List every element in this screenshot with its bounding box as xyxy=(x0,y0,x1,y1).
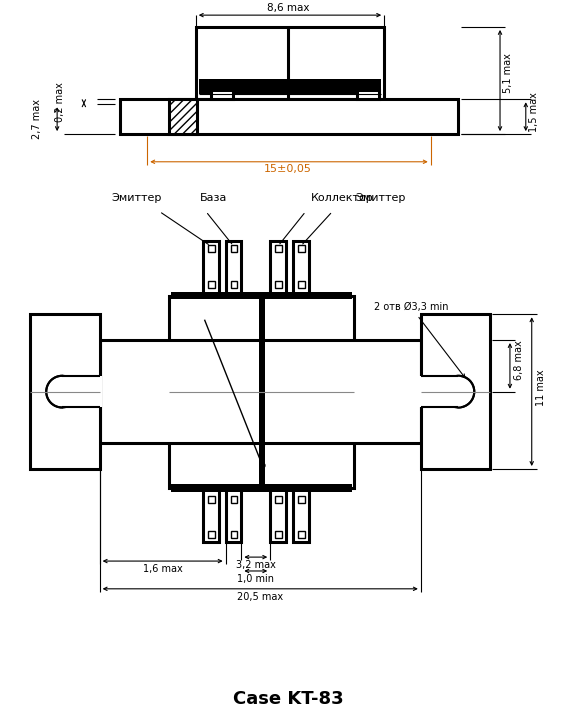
Bar xyxy=(259,295,265,487)
Bar xyxy=(203,487,218,542)
Text: 2,7 max: 2,7 max xyxy=(32,99,43,139)
Bar xyxy=(120,99,458,134)
Bar xyxy=(99,340,421,444)
Bar xyxy=(270,241,286,295)
Bar xyxy=(200,81,221,91)
Bar xyxy=(293,487,309,542)
Text: 11 max: 11 max xyxy=(536,369,546,406)
Bar xyxy=(270,487,286,542)
Bar xyxy=(298,531,305,539)
Bar xyxy=(208,531,214,539)
Bar xyxy=(210,91,232,99)
Bar xyxy=(208,495,214,503)
Text: 2 отв Ø3,3 min: 2 отв Ø3,3 min xyxy=(374,302,465,377)
Text: 1,6 max: 1,6 max xyxy=(143,564,182,574)
Bar xyxy=(357,91,379,99)
Bar xyxy=(419,376,461,408)
Bar xyxy=(225,241,242,295)
Text: 20,5 max: 20,5 max xyxy=(237,592,283,602)
Text: Эмиттер: Эмиттер xyxy=(111,194,162,203)
Bar xyxy=(275,531,282,539)
Bar xyxy=(262,81,284,91)
Text: 1,0 min: 1,0 min xyxy=(237,574,274,584)
Bar xyxy=(293,241,309,295)
Bar xyxy=(358,81,380,91)
Bar xyxy=(171,484,352,492)
Text: 5,1 max: 5,1 max xyxy=(503,53,513,93)
Bar xyxy=(231,281,237,287)
Bar xyxy=(171,292,352,300)
Bar xyxy=(203,241,218,295)
Bar xyxy=(225,487,242,542)
Text: Эмиттер: Эмиттер xyxy=(355,194,405,203)
Bar xyxy=(292,81,314,91)
Bar xyxy=(169,295,354,487)
Text: 8,6 max: 8,6 max xyxy=(267,3,309,13)
Bar xyxy=(275,281,282,287)
Bar xyxy=(62,376,102,408)
Circle shape xyxy=(46,376,78,408)
Bar xyxy=(275,245,282,252)
Text: Case KT-83: Case KT-83 xyxy=(233,690,343,708)
Bar xyxy=(298,245,305,252)
Bar xyxy=(169,99,197,134)
Bar xyxy=(231,531,237,539)
Text: 3,2 max: 3,2 max xyxy=(236,560,276,570)
Bar xyxy=(199,78,381,94)
Text: 1,5 max: 1,5 max xyxy=(529,92,539,132)
Circle shape xyxy=(443,376,474,408)
Bar xyxy=(275,495,282,503)
Bar xyxy=(196,27,384,99)
Text: 6,8 max: 6,8 max xyxy=(514,340,524,380)
Bar xyxy=(208,245,214,252)
Bar xyxy=(30,315,99,469)
Bar xyxy=(298,281,305,287)
Bar xyxy=(231,245,237,252)
Bar xyxy=(421,315,490,469)
Text: 0,2 max: 0,2 max xyxy=(55,82,65,122)
Text: База: База xyxy=(200,194,227,203)
Bar xyxy=(298,495,305,503)
Bar xyxy=(231,495,237,503)
Text: 15±0,05: 15±0,05 xyxy=(264,163,312,174)
Bar xyxy=(208,281,214,287)
Text: Коллектор: Коллектор xyxy=(311,194,374,203)
